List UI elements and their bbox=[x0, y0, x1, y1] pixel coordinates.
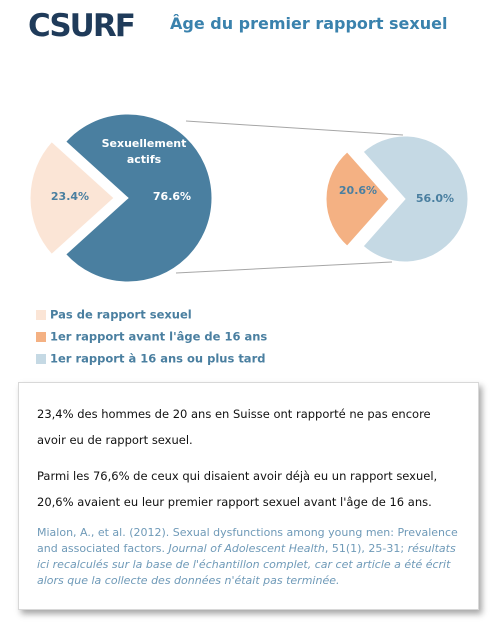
legend-swatch bbox=[36, 332, 46, 342]
citation-text: , 51(1), 25-31; bbox=[324, 542, 408, 555]
citation: Mialon, A., et al. (2012). Sexual dysfun… bbox=[37, 525, 460, 589]
connector bbox=[185, 120, 404, 136]
chart-title: Âge du premier rapport sexuel bbox=[170, 14, 448, 33]
paragraph: Parmi les 76,6% de ceux qui disaient avo… bbox=[37, 469, 438, 509]
pie-slice bbox=[29, 140, 115, 256]
pie-slice bbox=[64, 113, 213, 283]
legend-label: 1er rapport à 16 ans ou plus tard bbox=[50, 352, 265, 366]
citation-note: résultats ici recalculés sur la base de … bbox=[37, 542, 456, 587]
slice-name: Sexuellement actifs bbox=[101, 137, 187, 166]
value-label: 76.6% bbox=[153, 190, 191, 203]
pie-slice bbox=[325, 151, 390, 247]
legend-swatch bbox=[36, 310, 46, 320]
pie-slice bbox=[362, 135, 469, 263]
connector bbox=[175, 261, 393, 274]
value-label: 23.4% bbox=[51, 190, 89, 203]
value-label: 20.6% bbox=[339, 184, 377, 197]
citation-journal: Journal of Adolescent Health bbox=[168, 542, 325, 555]
text-box: 23,4% des hommes de 20 ans en Suisse ont… bbox=[18, 382, 479, 610]
paragraph: 23,4% des hommes de 20 ans en Suisse ont… bbox=[37, 407, 431, 447]
logo: CSURF bbox=[28, 8, 136, 44]
citation-text: Mialon, A., et al. (2012). Sexual dysfun… bbox=[37, 526, 458, 555]
legend-label: 1er rapport avant l'âge de 16 ans bbox=[50, 330, 267, 344]
value-label: 56.0% bbox=[416, 192, 454, 205]
legend-label: Pas de rapport sexuel bbox=[50, 308, 192, 322]
legend-swatch bbox=[36, 354, 46, 364]
